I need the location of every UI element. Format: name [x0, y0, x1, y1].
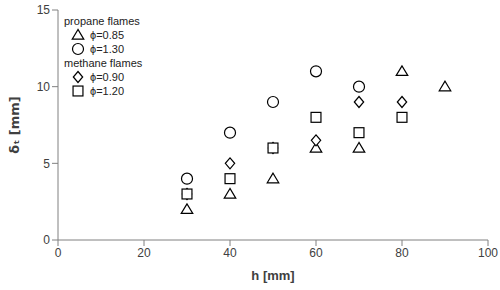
- html-text:ϕ=1.30: ϕ=1.30: [90, 43, 124, 55]
- html-text:methane flames: methane flames: [64, 57, 143, 69]
- html-text:ϕ=0.90: ϕ=0.90: [90, 71, 124, 83]
- svg-text:δₜ [mm]: δₜ [mm]: [8, 96, 22, 153]
- html-text:ϕ=1.20: ϕ=1.20: [90, 85, 124, 97]
- svg-text:20: 20: [137, 246, 151, 260]
- svg-text:0: 0: [55, 246, 62, 260]
- svg-text:5: 5: [43, 157, 50, 171]
- svg-text:0: 0: [43, 233, 50, 247]
- html-text:propane flames: propane flames: [64, 15, 140, 27]
- svg-text:40: 40: [223, 246, 237, 260]
- svg-text:80: 80: [395, 246, 409, 260]
- svg-text:100: 100: [478, 246, 492, 260]
- svg-text:h [mm]: h [mm]: [251, 268, 294, 283]
- html-text:ϕ=0.85: ϕ=0.85: [90, 29, 124, 41]
- svg-text:15: 15: [37, 3, 51, 17]
- svg-text:10: 10: [37, 80, 51, 94]
- svg-text:60: 60: [309, 246, 323, 260]
